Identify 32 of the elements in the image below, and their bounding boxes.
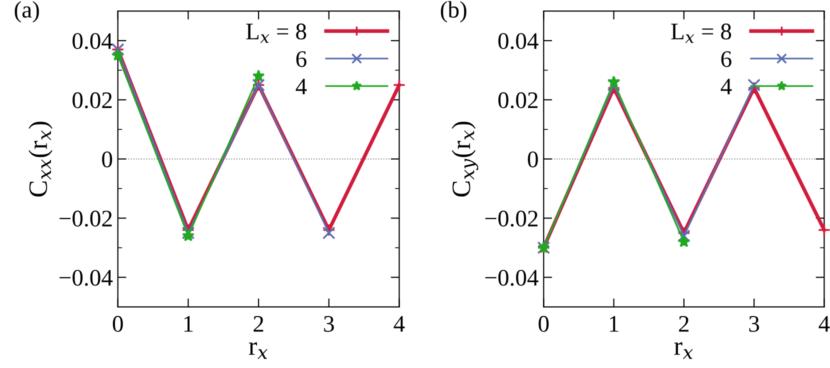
x-tick-label: 4 xyxy=(394,316,405,332)
legend-label: 6 xyxy=(721,51,732,68)
y-tick-label: 0 xyxy=(528,151,538,168)
y-tick-label: −0.02 xyxy=(60,210,112,227)
x-tick-label: 3 xyxy=(324,316,334,332)
x-tick-label: 4 xyxy=(818,316,830,332)
y-tick-label: 0 xyxy=(102,151,112,168)
x-axis-title: r$_{x}$ xyxy=(248,342,268,359)
y-tick-label: −0.04 xyxy=(485,270,538,286)
chart-title: (b) xyxy=(440,1,466,23)
y-axis-title: C$_{xy}$(r$_{x}$) xyxy=(452,122,478,197)
x-tick-label: 2 xyxy=(254,316,264,332)
x-tick-label: 0 xyxy=(112,316,123,332)
x-tick-label: 1 xyxy=(610,316,618,332)
legend-label: L$_{x}$ = 8 xyxy=(246,24,306,43)
legend-label: L$_{x}$ = 8 xyxy=(671,24,732,43)
chart-title: (a) xyxy=(14,1,39,23)
legend-label: 4 xyxy=(720,78,732,94)
legend-label: 6 xyxy=(296,51,306,68)
y-tick-label: 0.02 xyxy=(72,92,112,108)
x-tick-label: 0 xyxy=(538,316,549,332)
x-axis-title: r$_{x}$ xyxy=(674,342,693,359)
y-tick-label: −0.02 xyxy=(485,210,538,227)
y-tick-label: −0.04 xyxy=(60,270,113,286)
x-tick-label: 1 xyxy=(184,316,193,332)
y-tick-label: 0.04 xyxy=(72,33,113,50)
y-axis-title: C$_{xx}$(r$_{x}$) xyxy=(28,122,52,197)
y-tick-label: 0.02 xyxy=(498,92,538,108)
x-tick-label: 2 xyxy=(679,316,689,332)
y-tick-label: 0.04 xyxy=(498,33,538,50)
x-tick-label: 3 xyxy=(749,316,760,332)
legend-label: 4 xyxy=(296,78,307,94)
